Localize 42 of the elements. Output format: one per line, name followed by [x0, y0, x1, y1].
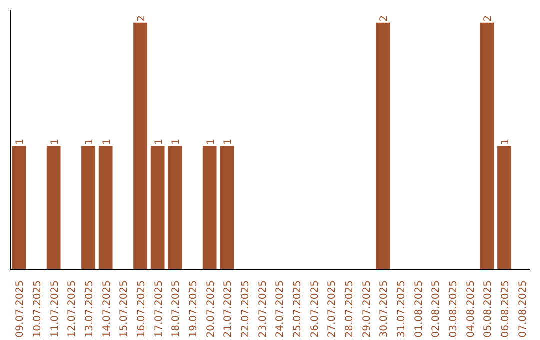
data-label: 1 — [102, 138, 113, 146]
x-tick-label: 17.07.2025 — [154, 280, 165, 338]
data-label: 1 — [171, 138, 182, 146]
x-tick-label: 05.08.2025 — [483, 280, 494, 338]
x-tick-label: 14.07.2025 — [102, 280, 113, 338]
x-tick-label: 20.07.2025 — [206, 280, 217, 338]
x-tick-label: 03.08.2025 — [448, 280, 460, 338]
x-tick-label: 06.08.2025 — [500, 280, 512, 338]
data-label: 1 — [15, 138, 26, 146]
x-tick-label: 15.07.2025 — [119, 280, 130, 338]
data-label: 1 — [50, 138, 61, 146]
x-tick-label: 01.08.2025 — [414, 280, 425, 338]
data-label: 1 — [84, 138, 96, 146]
x-tick-label: 22.07.2025 — [240, 280, 252, 338]
x-tick-label: 13.07.2025 — [84, 280, 96, 338]
data-label: 2 — [483, 15, 494, 22]
x-tick-label: 27.07.2025 — [327, 280, 338, 338]
x-tick-label: 18.07.2025 — [171, 280, 182, 338]
x-tick-label: 30.07.2025 — [379, 280, 390, 338]
data-label: 1 — [223, 138, 234, 146]
data-label: 2 — [379, 15, 390, 22]
x-tick-label: 10.07.2025 — [32, 280, 44, 338]
x-tick-label: 02.08.2025 — [431, 280, 442, 338]
x-tick-label: 16.07.2025 — [136, 280, 148, 338]
x-tick-label: 31.07.2025 — [396, 280, 408, 338]
x-tick-label: 04.08.2025 — [466, 280, 477, 338]
data-label: 1 — [206, 138, 217, 146]
x-tick-label: 28.07.2025 — [344, 280, 356, 338]
x-tick-label: 26.07.2025 — [310, 280, 321, 338]
x-tick-label: 12.07.2025 — [67, 280, 78, 338]
x-tick-label: 25.07.2025 — [292, 280, 304, 338]
x-tick-label: 19.07.2025 — [188, 280, 200, 338]
x-tick-label: 09.07.2025 — [15, 280, 26, 338]
x-tick-label: 07.08.2025 — [518, 280, 529, 338]
x-tick-label: 11.07.2025 — [50, 280, 61, 338]
x-tick-label: 21.07.2025 — [223, 280, 234, 338]
x-tick-label: 29.07.2025 — [362, 280, 373, 338]
x-tick-label: 24.07.2025 — [275, 280, 286, 338]
data-label: 2 — [136, 15, 148, 22]
x-tick-label: 23.07.2025 — [258, 280, 269, 338]
data-label: 1 — [154, 138, 165, 146]
data-label: 1 — [500, 138, 512, 146]
